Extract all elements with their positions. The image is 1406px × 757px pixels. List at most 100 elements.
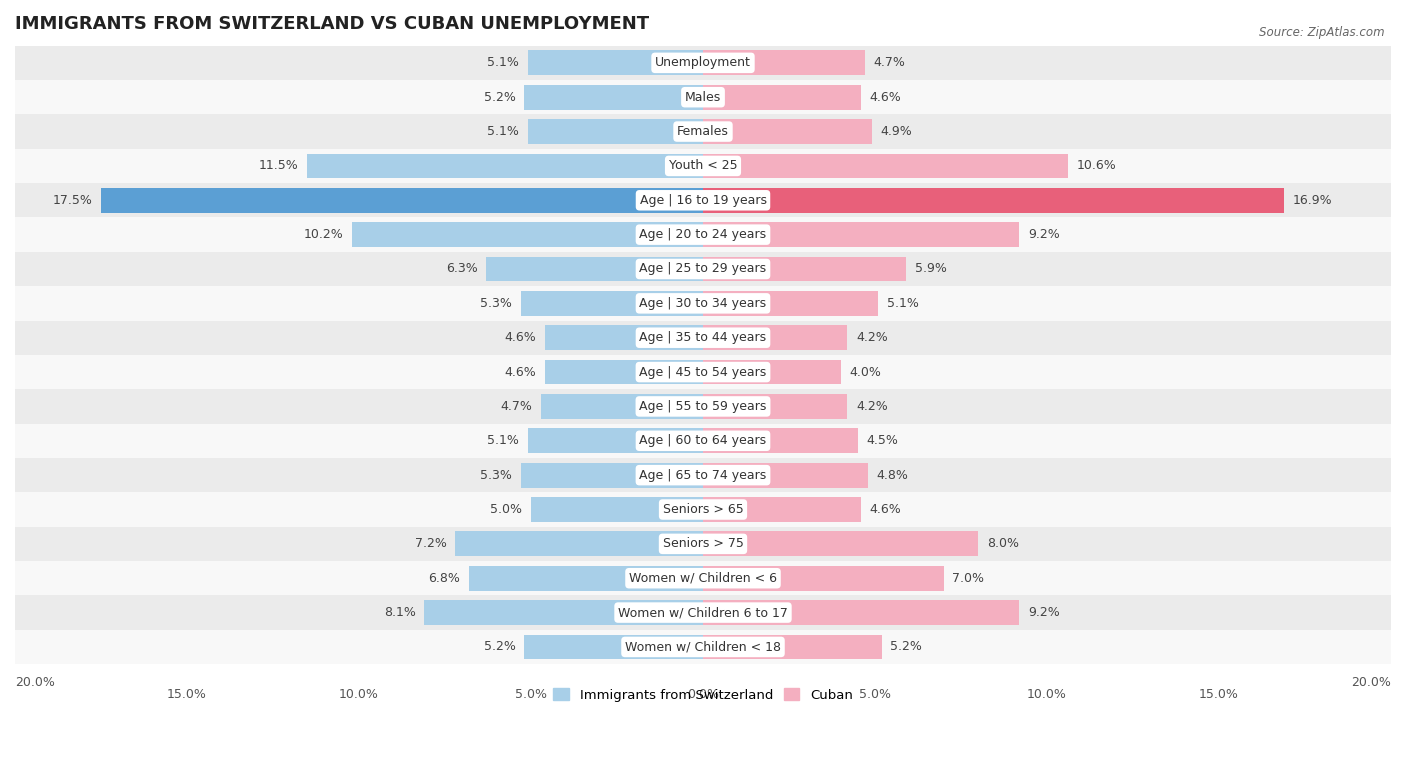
- Bar: [15, 596, 1391, 630]
- Text: 20.0%: 20.0%: [1351, 676, 1391, 689]
- Bar: [703, 154, 1067, 179]
- Text: 5.3%: 5.3%: [481, 469, 512, 481]
- Text: 5.1%: 5.1%: [486, 435, 519, 447]
- Bar: [456, 531, 703, 556]
- Text: 8.0%: 8.0%: [987, 537, 1019, 550]
- Bar: [15, 217, 1391, 252]
- Bar: [703, 600, 1019, 625]
- Bar: [703, 119, 872, 144]
- Text: 15.0%: 15.0%: [1199, 688, 1239, 701]
- Text: Age | 55 to 59 years: Age | 55 to 59 years: [640, 400, 766, 413]
- Bar: [15, 320, 1391, 355]
- Bar: [15, 114, 1391, 148]
- Text: Women w/ Children 6 to 17: Women w/ Children 6 to 17: [619, 606, 787, 619]
- Bar: [15, 355, 1391, 389]
- Text: 4.9%: 4.9%: [880, 125, 912, 138]
- Bar: [703, 257, 905, 282]
- Bar: [425, 600, 703, 625]
- Text: Women w/ Children < 6: Women w/ Children < 6: [628, 572, 778, 584]
- Text: 5.1%: 5.1%: [486, 56, 519, 70]
- Text: 10.0%: 10.0%: [1026, 688, 1067, 701]
- Text: 4.8%: 4.8%: [877, 469, 908, 481]
- Text: 4.6%: 4.6%: [505, 332, 536, 344]
- Text: 20.0%: 20.0%: [15, 676, 55, 689]
- Bar: [15, 458, 1391, 492]
- Text: Women w/ Children < 18: Women w/ Children < 18: [626, 640, 780, 653]
- Bar: [15, 252, 1391, 286]
- Text: 7.2%: 7.2%: [415, 537, 447, 550]
- Text: 5.0%: 5.0%: [859, 688, 891, 701]
- Bar: [703, 531, 979, 556]
- Text: 5.2%: 5.2%: [484, 91, 516, 104]
- Bar: [524, 634, 703, 659]
- Bar: [15, 286, 1391, 320]
- Bar: [527, 51, 703, 75]
- Text: Age | 30 to 34 years: Age | 30 to 34 years: [640, 297, 766, 310]
- Text: 4.6%: 4.6%: [505, 366, 536, 378]
- Text: Source: ZipAtlas.com: Source: ZipAtlas.com: [1260, 26, 1385, 39]
- Bar: [703, 565, 943, 590]
- Bar: [15, 389, 1391, 424]
- Bar: [544, 326, 703, 350]
- Bar: [703, 360, 841, 385]
- Text: Age | 35 to 44 years: Age | 35 to 44 years: [640, 332, 766, 344]
- Bar: [101, 188, 703, 213]
- Text: Unemployment: Unemployment: [655, 56, 751, 70]
- Text: 4.7%: 4.7%: [501, 400, 533, 413]
- Bar: [15, 630, 1391, 664]
- Legend: Immigrants from Switzerland, Cuban: Immigrants from Switzerland, Cuban: [548, 683, 858, 707]
- Text: 15.0%: 15.0%: [167, 688, 207, 701]
- Bar: [703, 394, 848, 419]
- Text: 8.1%: 8.1%: [384, 606, 416, 619]
- Bar: [352, 223, 703, 247]
- Bar: [703, 634, 882, 659]
- Bar: [703, 85, 862, 110]
- Text: 9.2%: 9.2%: [1028, 606, 1060, 619]
- Text: Age | 60 to 64 years: Age | 60 to 64 years: [640, 435, 766, 447]
- Bar: [703, 428, 858, 453]
- Bar: [15, 183, 1391, 217]
- Bar: [15, 527, 1391, 561]
- Bar: [544, 360, 703, 385]
- Bar: [531, 497, 703, 522]
- Bar: [15, 424, 1391, 458]
- Text: Seniors > 65: Seniors > 65: [662, 503, 744, 516]
- Text: 4.2%: 4.2%: [856, 400, 887, 413]
- Bar: [703, 51, 865, 75]
- Text: Age | 20 to 24 years: Age | 20 to 24 years: [640, 228, 766, 241]
- Text: 6.3%: 6.3%: [446, 263, 478, 276]
- Text: 5.0%: 5.0%: [515, 688, 547, 701]
- Text: 10.2%: 10.2%: [304, 228, 343, 241]
- Text: 4.2%: 4.2%: [856, 332, 887, 344]
- Text: Females: Females: [678, 125, 728, 138]
- Text: Age | 16 to 19 years: Age | 16 to 19 years: [640, 194, 766, 207]
- Bar: [15, 80, 1391, 114]
- Text: 6.8%: 6.8%: [429, 572, 461, 584]
- Text: 0.0%: 0.0%: [688, 688, 718, 701]
- Bar: [470, 565, 703, 590]
- Text: 5.1%: 5.1%: [887, 297, 920, 310]
- Bar: [15, 148, 1391, 183]
- Bar: [520, 291, 703, 316]
- Text: Age | 25 to 29 years: Age | 25 to 29 years: [640, 263, 766, 276]
- Text: 5.1%: 5.1%: [486, 125, 519, 138]
- Bar: [15, 45, 1391, 80]
- Text: 5.9%: 5.9%: [914, 263, 946, 276]
- Bar: [703, 291, 879, 316]
- Text: 9.2%: 9.2%: [1028, 228, 1060, 241]
- Text: 4.6%: 4.6%: [870, 503, 901, 516]
- Text: IMMIGRANTS FROM SWITZERLAND VS CUBAN UNEMPLOYMENT: IMMIGRANTS FROM SWITZERLAND VS CUBAN UNE…: [15, 15, 650, 33]
- Bar: [308, 154, 703, 179]
- Bar: [541, 394, 703, 419]
- Text: 17.5%: 17.5%: [52, 194, 93, 207]
- Text: 4.5%: 4.5%: [866, 435, 898, 447]
- Text: 4.0%: 4.0%: [849, 366, 882, 378]
- Text: Seniors > 75: Seniors > 75: [662, 537, 744, 550]
- Text: 10.6%: 10.6%: [1076, 160, 1116, 173]
- Bar: [15, 561, 1391, 596]
- Bar: [527, 428, 703, 453]
- Bar: [520, 463, 703, 488]
- Text: 4.6%: 4.6%: [870, 91, 901, 104]
- Text: 10.0%: 10.0%: [339, 688, 380, 701]
- Bar: [524, 85, 703, 110]
